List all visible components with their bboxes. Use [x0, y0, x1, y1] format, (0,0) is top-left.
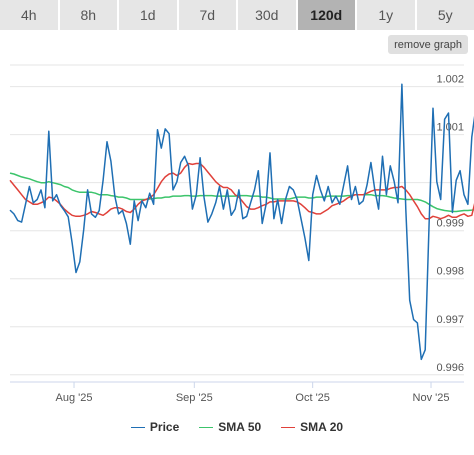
x-tick-label: Oct '25: [295, 392, 330, 404]
range-tab-120d[interactable]: 120d: [297, 0, 355, 30]
y-tick-label: 0.997: [436, 314, 464, 326]
y-tick-label: 0.996: [436, 362, 464, 374]
y-tick-label: 0.999: [436, 218, 464, 230]
legend-swatch: [199, 426, 214, 428]
y-tick-label: 1.001: [436, 122, 464, 134]
y-tick-label: 1.002: [436, 74, 464, 86]
legend-item-sma-50[interactable]: SMA 50: [199, 420, 261, 434]
chart-legend: Price SMA 50 SMA 20: [0, 420, 474, 434]
range-tab-7d[interactable]: 7d: [178, 0, 236, 30]
range-tab-1d[interactable]: 1d: [119, 0, 177, 30]
y-axis: 0.996 0.997 0.998 0.999 1.001 1.002: [436, 74, 464, 374]
chart-grid: [10, 64, 464, 376]
range-tab-30d[interactable]: 30d: [238, 0, 296, 30]
series-line-price: [9, 83, 474, 361]
legend-label: Price: [149, 420, 180, 434]
range-tab-4h[interactable]: 4h: [0, 0, 58, 30]
legend-label: SMA 50: [218, 420, 262, 434]
legend-label: SMA 20: [300, 420, 344, 434]
x-tick-label: Sep '25: [176, 392, 213, 404]
range-tab-8h[interactable]: 8h: [59, 0, 117, 30]
range-tab-5y[interactable]: 5y: [416, 0, 474, 30]
x-tick-label: Nov '25: [413, 392, 450, 404]
time-range-tabs: 4h 8h 1d 7d 30d 120d 1y 5y: [0, 0, 474, 30]
legend-item-sma-20[interactable]: SMA 20: [281, 420, 343, 434]
range-tab-1y[interactable]: 1y: [357, 0, 415, 30]
x-axis: Aug '25 Sep '25 Oct '25 Nov '25: [10, 381, 464, 404]
legend-item-price[interactable]: Price: [130, 420, 180, 434]
x-tick-label: Aug '25: [56, 392, 93, 404]
legend-swatch: [130, 426, 145, 428]
legend-swatch: [281, 426, 296, 428]
y-tick-label: 0.998: [436, 266, 464, 278]
series-lines: [9, 83, 474, 361]
remove-graph-button[interactable]: remove graph: [388, 35, 468, 54]
